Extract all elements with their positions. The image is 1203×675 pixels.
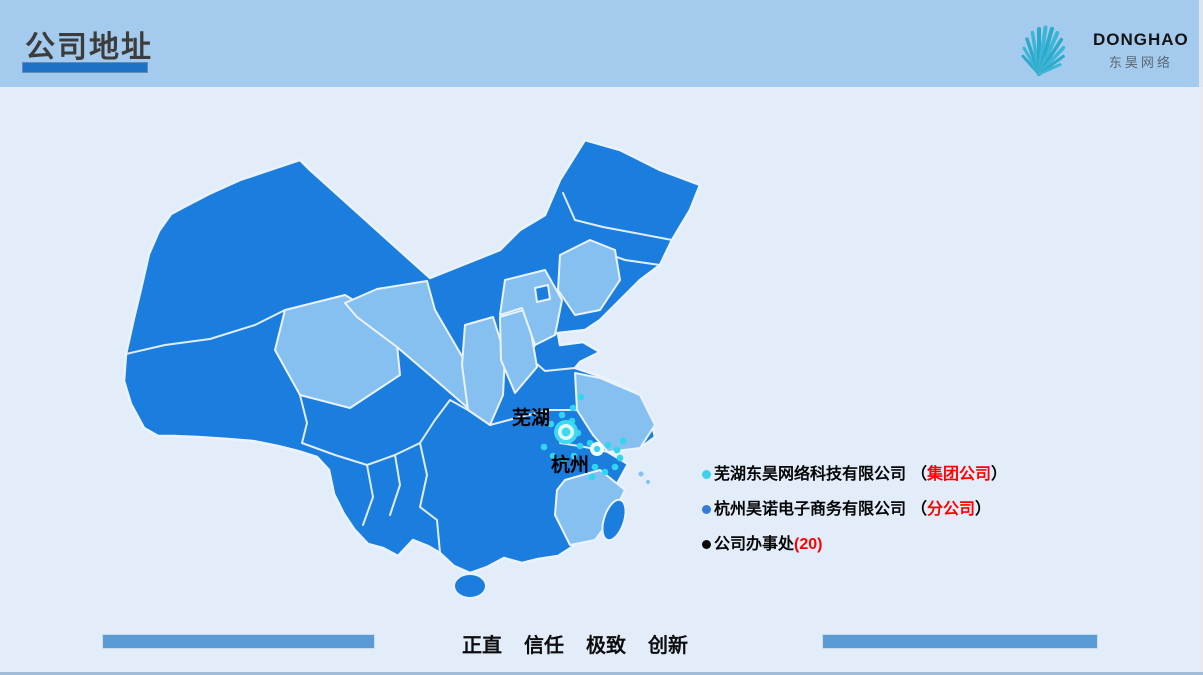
legend-highlight: 集团公司 bbox=[927, 466, 992, 483]
office-dot bbox=[591, 463, 599, 471]
slogan-word: 正直 bbox=[462, 635, 502, 657]
office-dot bbox=[604, 441, 612, 449]
office-dot bbox=[547, 420, 555, 428]
bottom-edge-strip bbox=[0, 672, 1203, 675]
paren-open: （ bbox=[911, 501, 928, 518]
right-edge-strip bbox=[1199, 0, 1203, 675]
china-map-svg: 芜湖 杭州 bbox=[122, 138, 702, 599]
office-dot bbox=[616, 454, 624, 462]
province-shaanxi bbox=[461, 316, 506, 426]
fan-logo-icon bbox=[1021, 25, 1066, 76]
legend-company-name: 芜湖东昊网络科技有限公司 bbox=[714, 466, 907, 483]
office-dot bbox=[619, 437, 627, 445]
office-dots bbox=[540, 393, 627, 481]
footer-accent-bar-left bbox=[102, 634, 375, 649]
title-underline bbox=[22, 62, 148, 73]
legend-item-branch-company: 杭州昊诺电子商务有限公司 （ 分公司 ） bbox=[702, 499, 1007, 520]
legend-highlight: 分公司 bbox=[927, 501, 976, 518]
coastal-islet bbox=[638, 471, 644, 477]
office-dot bbox=[570, 452, 578, 460]
office-dot bbox=[560, 457, 568, 465]
legend-office-label: 公司办事处 bbox=[714, 536, 795, 553]
beijing-area bbox=[534, 284, 551, 303]
light-provinces bbox=[274, 239, 656, 546]
legend-company-name: 杭州昊诺电子商务有限公司 bbox=[714, 501, 907, 518]
footer-accent-bar-right bbox=[822, 634, 1098, 649]
slogan-word: 极致 bbox=[586, 635, 626, 657]
legend: 芜湖东昊网络科技有限公司 （ 集团公司 ） 杭州昊诺电子商务有限公司 （ 分公司… bbox=[702, 464, 1007, 569]
logo-text-block: DONGHAO 东昊网络 bbox=[1093, 30, 1189, 71]
company-logo: DONGHAO 东昊网络 bbox=[1021, 4, 1191, 84]
china-map: 芜湖 杭州 bbox=[105, 125, 710, 605]
legend-item-group-company: 芜湖东昊网络科技有限公司 （ 集团公司 ） bbox=[702, 464, 1007, 485]
office-dot bbox=[588, 473, 596, 481]
paren-close: ） bbox=[975, 501, 992, 518]
page-title: 公司地址 bbox=[25, 31, 153, 64]
legend-bullet-blue-icon bbox=[702, 505, 711, 514]
legend-item-offices: 公司办事处 (20) bbox=[702, 534, 1007, 555]
office-dot bbox=[613, 446, 621, 454]
paren-open: （ bbox=[911, 466, 928, 483]
company-slogan: 正直 信任 极致 创新 bbox=[462, 629, 688, 658]
map-label-hangzhou: 杭州 bbox=[551, 453, 589, 476]
taiwan-island bbox=[601, 498, 627, 542]
logo-brand-name-cn: 东昊网络 bbox=[1108, 55, 1173, 70]
paren-close: ） bbox=[991, 466, 1008, 483]
header-band: 公司地址 DONGH bbox=[0, 0, 1203, 87]
province-liaoning bbox=[557, 239, 621, 316]
office-dot bbox=[601, 468, 609, 476]
province-jiangsu bbox=[574, 372, 656, 453]
wuhu-hq-marker bbox=[554, 420, 578, 444]
legend-bullet-cyan-icon bbox=[702, 470, 711, 479]
slogan-word: 创新 bbox=[648, 635, 688, 657]
hainan-island bbox=[453, 573, 487, 599]
map-label-wuhu: 芜湖 bbox=[512, 406, 550, 429]
province-fujian bbox=[554, 469, 626, 546]
office-dot bbox=[577, 393, 585, 401]
office-dot bbox=[540, 443, 548, 451]
office-dot bbox=[576, 442, 584, 450]
office-dot bbox=[558, 411, 566, 419]
hangzhou-branch-marker bbox=[590, 442, 604, 456]
office-dot bbox=[549, 452, 557, 460]
coastal-islet bbox=[646, 480, 650, 484]
logo-brand-name: DONGHAO bbox=[1093, 30, 1189, 49]
legend-bullet-black-icon bbox=[702, 540, 711, 549]
office-dot bbox=[569, 404, 577, 412]
slogan-word: 信任 bbox=[524, 635, 564, 657]
office-dot bbox=[611, 463, 619, 471]
legend-office-count: (20) bbox=[794, 536, 823, 553]
